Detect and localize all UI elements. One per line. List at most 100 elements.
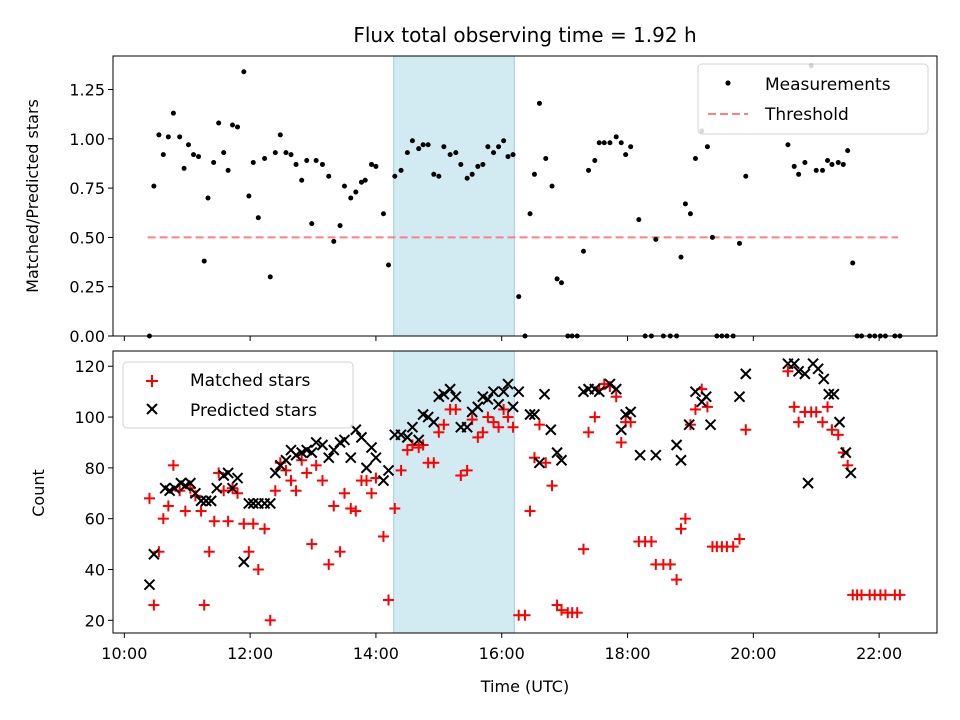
predicted-point <box>840 446 852 459</box>
measurement-point <box>420 142 426 148</box>
predicted-point-b <box>417 408 429 421</box>
bottom-ytick-label: 20 <box>85 611 105 630</box>
predicted-point <box>497 385 510 398</box>
predicted-point-b <box>269 467 281 479</box>
predicted-point <box>355 431 368 444</box>
predicted-point-b <box>301 444 313 456</box>
predicted-point-b <box>487 385 500 398</box>
predicted-point <box>238 556 250 568</box>
predicted-point-b <box>377 474 390 487</box>
matched-point <box>401 444 413 456</box>
predicted-point-b <box>634 449 646 461</box>
predicted-point-b <box>604 378 616 390</box>
bottom-xtick-label: 20:00 <box>730 644 776 663</box>
predicted-point <box>482 393 494 405</box>
predicted-point-b <box>285 444 297 456</box>
bottom-axes-frame <box>112 350 938 634</box>
matched-point <box>290 485 302 497</box>
predicted-point-b <box>238 556 250 568</box>
predicted-point-b <box>700 391 712 403</box>
measurement-point <box>225 167 231 173</box>
measurement-point <box>241 69 247 75</box>
measurement-point <box>692 156 698 162</box>
measurement-point <box>283 150 289 156</box>
predicted-point <box>243 497 255 510</box>
matched-point <box>788 401 800 413</box>
predicted-point <box>555 454 568 466</box>
legend-matched-label: Matched stars <box>190 371 310 391</box>
predicted-point-b <box>545 424 557 436</box>
measurement-point <box>480 161 486 167</box>
matched-point <box>502 411 514 423</box>
predicted-point-b <box>243 497 255 510</box>
matched-point <box>555 604 567 616</box>
predicted-point-b <box>551 446 563 459</box>
predicted-point-b <box>845 467 857 479</box>
bottom-ytick-label: 60 <box>85 510 105 529</box>
matched-point <box>328 500 340 512</box>
top-axes-frame <box>112 55 938 337</box>
top-ytick-label: 0.75 <box>69 179 105 198</box>
bottom-legend: Matched stars Predicted stars <box>122 361 354 429</box>
predicted-point <box>148 548 160 560</box>
predicted-point-b <box>450 391 462 403</box>
measurement-point <box>558 280 564 286</box>
matched-point <box>296 454 308 466</box>
bottom-ytick-label: 120 <box>74 357 105 376</box>
measurement-point <box>592 158 598 164</box>
matched-point <box>433 426 445 438</box>
measurement-point <box>785 142 791 148</box>
top-panel: Flux total observing time = 1.92 h 0.000… <box>23 23 938 346</box>
measurement-point <box>313 158 319 164</box>
matched-point <box>301 467 313 479</box>
predicted-point <box>472 401 484 413</box>
predicted-point <box>634 449 646 461</box>
predicted-point-b <box>360 462 373 474</box>
matched-point <box>383 594 395 606</box>
matched-point <box>395 464 407 476</box>
measurement-point <box>272 150 278 156</box>
measurement-point <box>262 156 268 162</box>
matched-point <box>832 429 844 441</box>
matched-point <box>259 523 271 535</box>
matched-point <box>879 589 891 601</box>
predicted-point-b <box>675 454 687 466</box>
matched-point <box>285 475 297 487</box>
matched-point <box>817 416 829 428</box>
matched-point <box>528 452 540 464</box>
matched-point <box>615 436 627 448</box>
predicted-point <box>828 388 840 400</box>
predicted-point-b <box>226 482 239 494</box>
predicted-point <box>444 383 456 395</box>
predicted-point-b <box>477 391 489 403</box>
matched-point <box>306 538 318 550</box>
predicted-point <box>812 363 824 375</box>
measurement-point <box>255 215 261 221</box>
matched-point <box>793 416 805 428</box>
measurement-point <box>687 211 693 217</box>
measurement-point <box>704 144 710 150</box>
predicted-point <box>545 424 557 436</box>
measurement-point <box>531 171 537 177</box>
measurement-point <box>181 165 187 171</box>
matched-point <box>323 558 335 570</box>
matched-point <box>689 403 701 415</box>
measurement-point <box>160 152 166 158</box>
matched-point <box>208 515 220 527</box>
predicted-point-b <box>280 454 292 466</box>
matched-point <box>247 518 259 530</box>
predicted-point-b <box>355 431 368 444</box>
predicted-point <box>406 421 419 433</box>
predicted-point <box>264 497 276 510</box>
predicted-point <box>818 373 830 385</box>
measurement-point <box>796 171 802 177</box>
measurement-point <box>743 173 749 179</box>
matched-point <box>782 365 794 377</box>
predicted-point-b <box>733 391 746 403</box>
legend-measurements-label: Measurements <box>765 75 891 95</box>
predicted-point-b <box>788 357 800 370</box>
legend-threshold-label: Threshold <box>764 105 849 125</box>
measurement-point <box>386 262 392 268</box>
matched-point <box>360 475 372 487</box>
